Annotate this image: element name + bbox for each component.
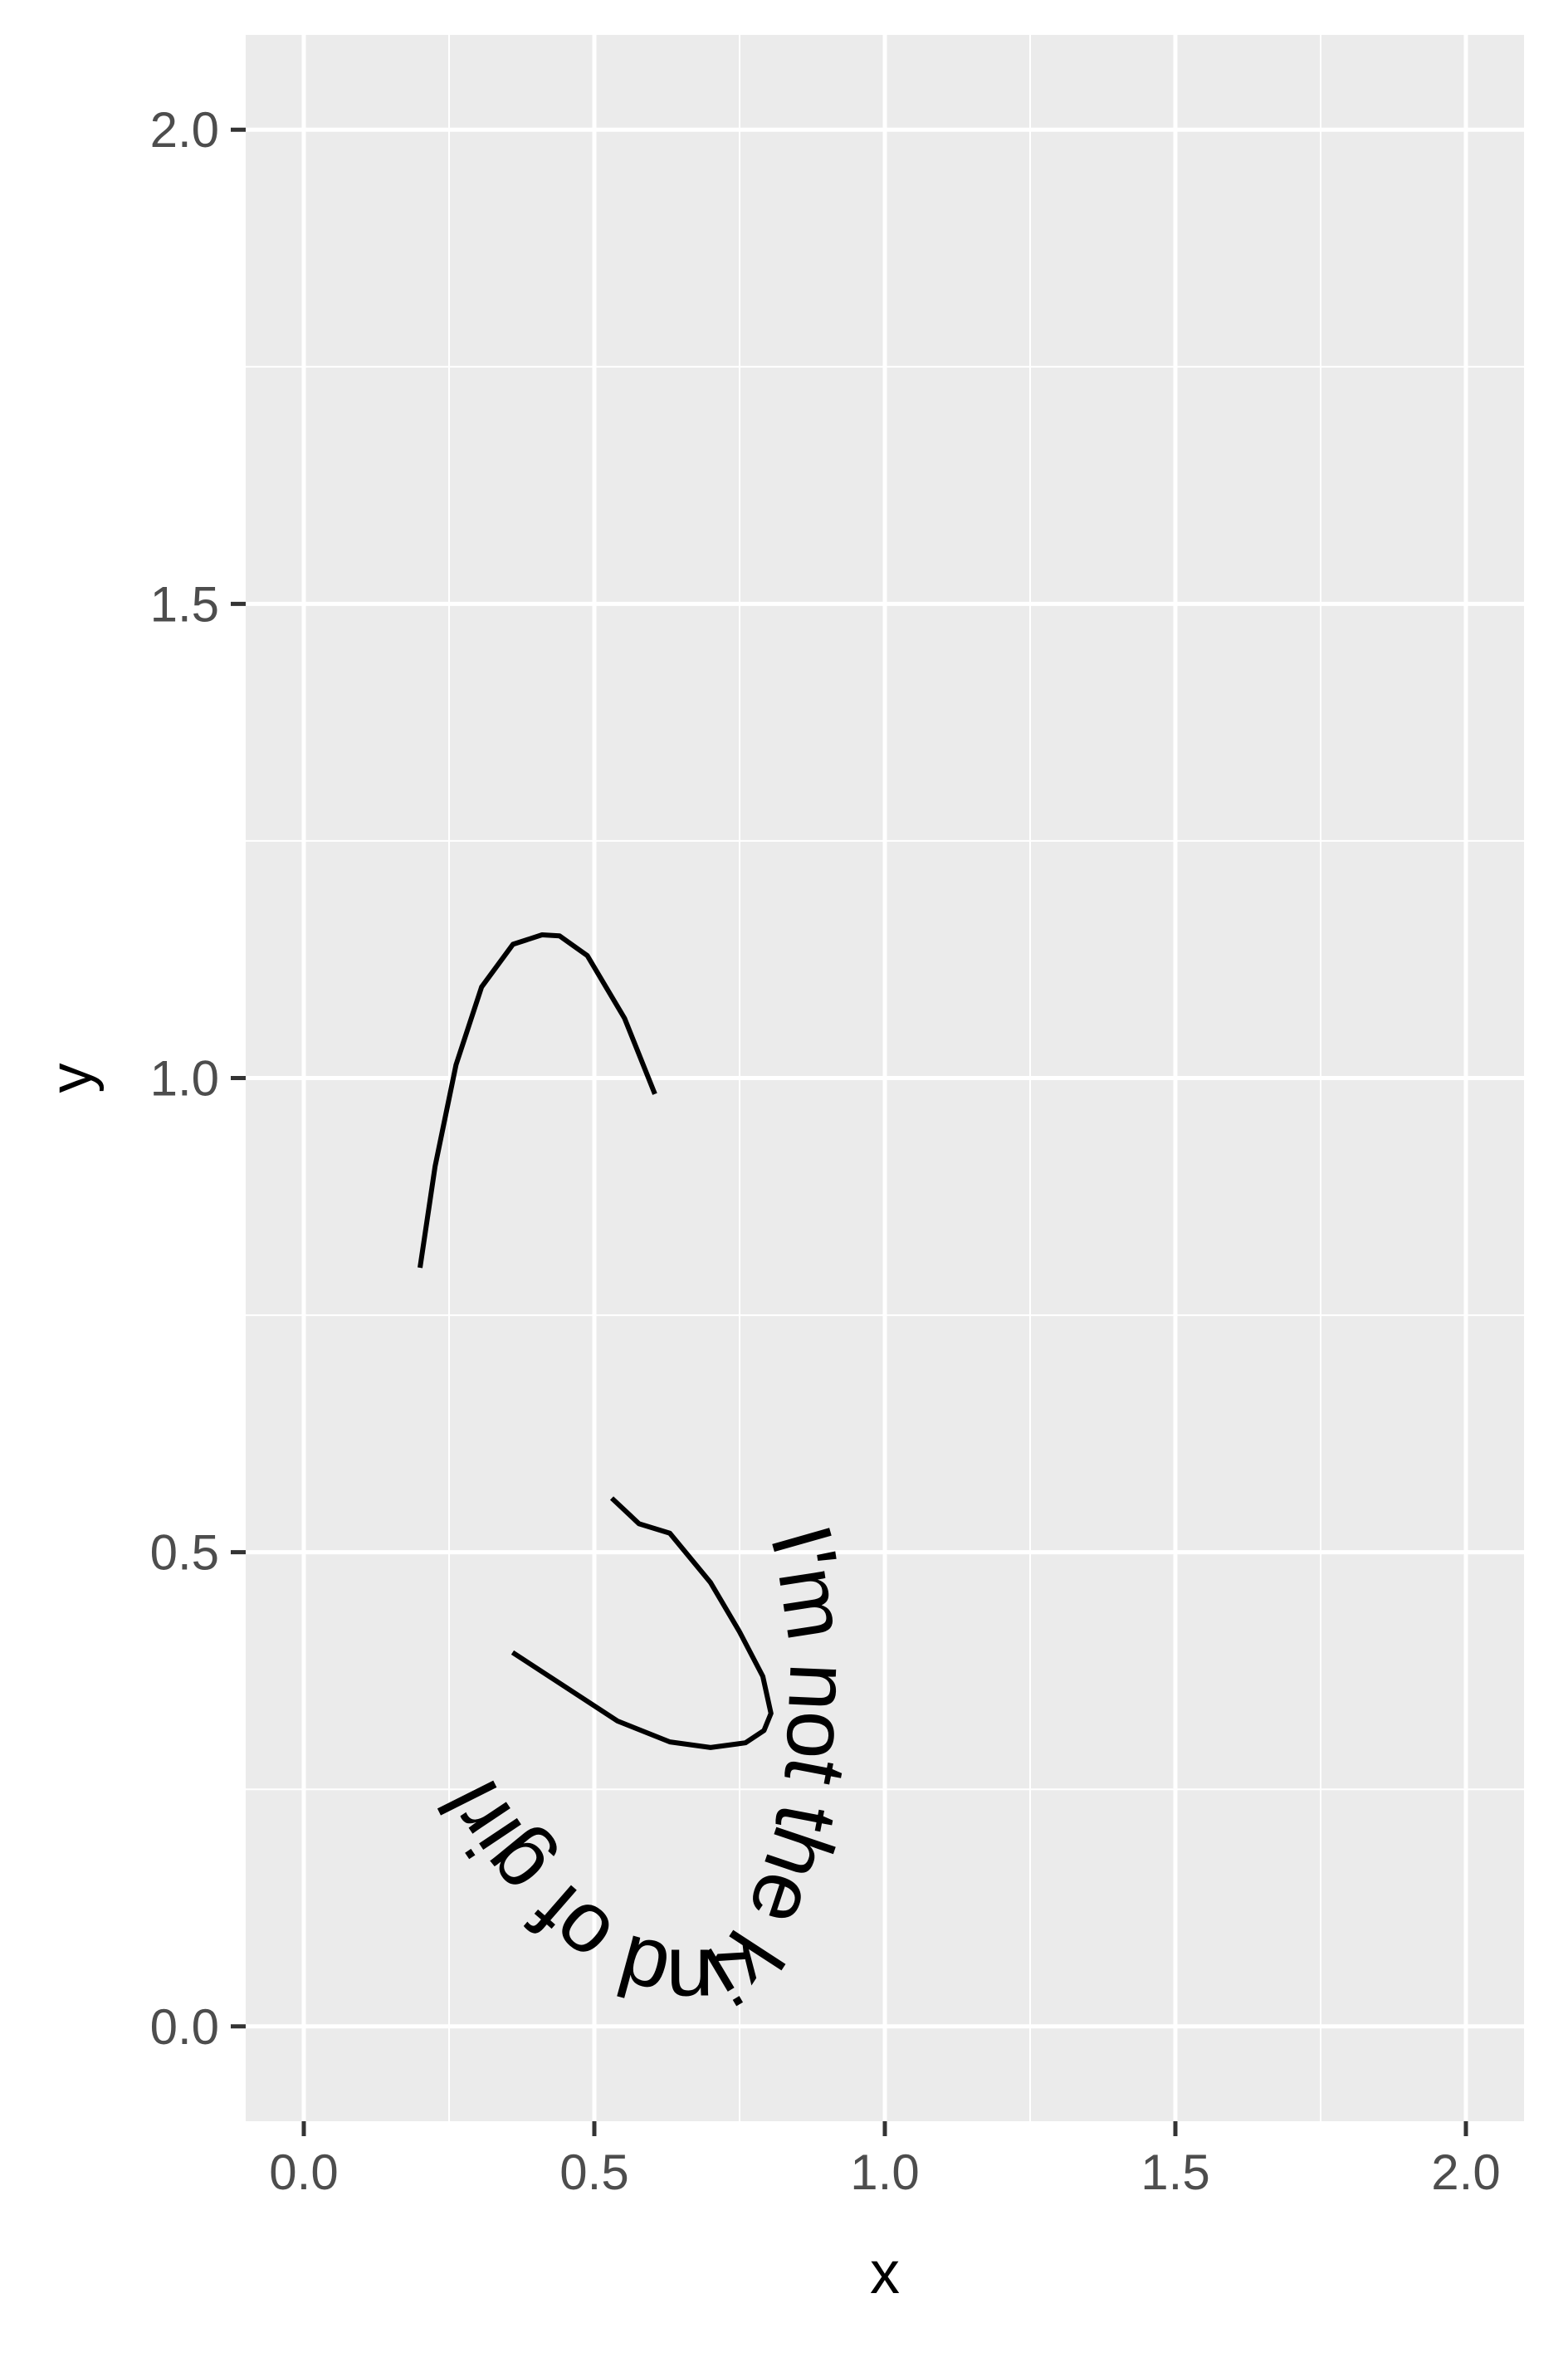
major-gridlines — [246, 35, 1524, 2121]
curve-line — [339, 932, 822, 1982]
x-axis: 0.0 0.5 1.0 1.5 2.0 — [269, 2121, 1501, 2200]
x-tick-label: 1.5 — [1141, 2144, 1209, 2200]
x-tick-label: 1.0 — [850, 2144, 919, 2200]
x-tick-label: 0.0 — [269, 2144, 338, 2200]
y-tick-label: 2.0 — [150, 102, 219, 158]
x-axis-title: x — [870, 2240, 900, 2306]
y-tick-label: 1.5 — [150, 576, 219, 632]
y-tick-label: 0.5 — [150, 1525, 219, 1581]
y-axis-title: y — [38, 1064, 105, 1093]
y-tick-label: 1.0 — [150, 1051, 219, 1107]
y-tick-label: 0.0 — [150, 1999, 219, 2055]
y-axis: 0.0 0.5 1.0 1.5 2.0 — [150, 102, 246, 2055]
x-tick-label: 2.0 — [1431, 2144, 1500, 2200]
x-tick-label: 0.5 — [559, 2144, 628, 2200]
